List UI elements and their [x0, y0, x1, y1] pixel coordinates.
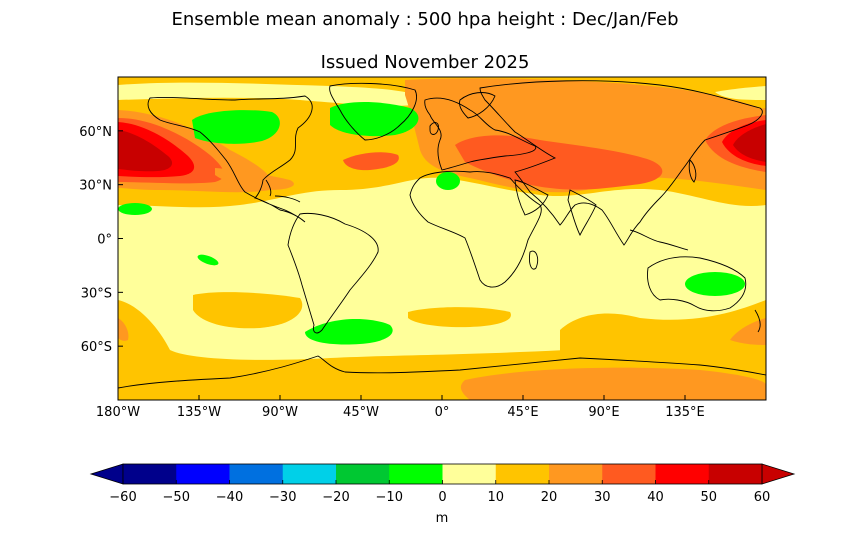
colorbar: −60 −50 −40 −30 −20 −10 0 10 20 30 40 50 60 m [89, 463, 796, 526]
colorbar-tick-label: −30 [269, 490, 296, 505]
coast-north-america [147, 95, 313, 223]
coast-asia [479, 80, 763, 246]
map-panel: 180°W 135°W 90°W 45°W 0° 45°E 90°E 135°E 60°N 30… [79, 76, 767, 420]
coast-florida [265, 179, 272, 197]
coastlines [118, 80, 766, 389]
colorbar-label: m [436, 511, 449, 526]
contour-hawaii-low [118, 203, 152, 215]
coast-south-america [287, 213, 379, 334]
contour-epac-low [197, 254, 219, 266]
coast-africa [409, 170, 542, 288]
colorbar-tick-label: 20 [541, 490, 558, 505]
colorbar-cell [176, 464, 230, 484]
colorbar-cell [389, 464, 443, 484]
x-tick-label: 0° [435, 405, 450, 420]
figure-subtitle: Issued November 2025 [320, 52, 530, 73]
coast-arabia [514, 179, 549, 216]
coast-scandinavia [459, 92, 496, 119]
coast-antarctica [118, 355, 766, 389]
contour-australia-low [685, 272, 745, 296]
contour-canada-low [192, 110, 280, 144]
contour-atl-20 [215, 168, 294, 190]
colorbar-extend-max [761, 463, 796, 485]
colorbar-cell [229, 464, 284, 484]
y-tick-label: 60°N [79, 125, 112, 140]
coast-australia [647, 256, 747, 312]
figure-title: Ensemble mean anomaly : 500 hpa height :… [171, 9, 679, 30]
colorbar-tick-label: 0 [438, 490, 446, 505]
colorbar-cell [602, 464, 656, 484]
contour-greenland-low [330, 102, 419, 137]
anomaly-contours [118, 77, 766, 400]
colorbar-tick-label: −20 [322, 490, 349, 505]
colorbar-tick-label: 50 [700, 490, 717, 505]
y-tick-label: 60°S [81, 340, 112, 355]
y-tick-label: 30°N [79, 179, 112, 194]
contour-se-edge-30 [730, 318, 766, 345]
coast-india [567, 189, 597, 237]
x-tick-label: 135°E [665, 405, 705, 420]
colorbar-tick-label: −40 [216, 490, 243, 505]
contour-antarctic-30 [460, 367, 766, 400]
x-tick-label: 45°W [343, 405, 379, 420]
x-tick-label: 180°W [96, 405, 140, 420]
colorbar-tick-label: −60 [109, 490, 136, 505]
coast-japan [688, 159, 697, 183]
contour-spac-20 [193, 292, 303, 329]
colorbar-cell [282, 464, 337, 484]
contour-arctic-pale [118, 82, 430, 106]
y-tick-label: 30°S [81, 286, 112, 301]
x-tick-label: 90°E [588, 405, 619, 420]
y-axis-ticks: 60°N 30°N 0° 30°S 60°S [79, 125, 123, 355]
colorbar-tick-label: 60 [754, 490, 771, 505]
x-tick-label: 45°E [507, 405, 538, 420]
colorbar-tick-label: −50 [163, 490, 190, 505]
colorbar-cell [708, 464, 763, 484]
coast-cuba [274, 195, 301, 203]
coast-madagascar [529, 250, 539, 270]
colorbar-tick-label: 30 [594, 490, 611, 505]
colorbar-cell [442, 464, 497, 484]
x-tick-label: 135°W [177, 405, 221, 420]
coast-europe [424, 97, 537, 171]
contour-natl-30 [343, 152, 399, 171]
contour-npac-50 [118, 130, 173, 172]
contour-satl-20 [408, 307, 511, 328]
colorbar-cell [495, 464, 550, 484]
contour-africa-low [436, 172, 460, 190]
coast-se-asia-islands [629, 229, 689, 251]
colorbar-cell [655, 464, 710, 484]
colorbar-tick-label: 10 [487, 490, 504, 505]
colorbar-cell [336, 464, 390, 484]
colorbar-ticks: −60 −50 −40 −30 −20 −10 0 10 20 30 40 50 60 [109, 480, 770, 505]
coast-uk [429, 122, 439, 135]
y-tick-label: 0° [97, 233, 112, 248]
colorbar-cell [549, 464, 603, 484]
contour-kam-50 [733, 124, 766, 162]
colorbar-tick-label: 40 [647, 490, 664, 505]
colorbar-tick-label: −10 [376, 490, 403, 505]
x-tick-label: 90°W [262, 405, 298, 420]
x-axis-ticks: 180°W 135°W 90°W 45°W 0° 45°E 90°E 135°E [96, 395, 705, 420]
contour-eurasia-30 [455, 135, 663, 190]
contour-pacific-pale [715, 86, 766, 100]
colorbar-extend-min [89, 463, 124, 485]
coast-greenland [329, 82, 417, 141]
contour-sw-edge-30 [118, 318, 129, 341]
coast-new-zealand [754, 309, 761, 333]
colorbar-cell [123, 464, 177, 484]
contour-drake-low [305, 318, 393, 345]
